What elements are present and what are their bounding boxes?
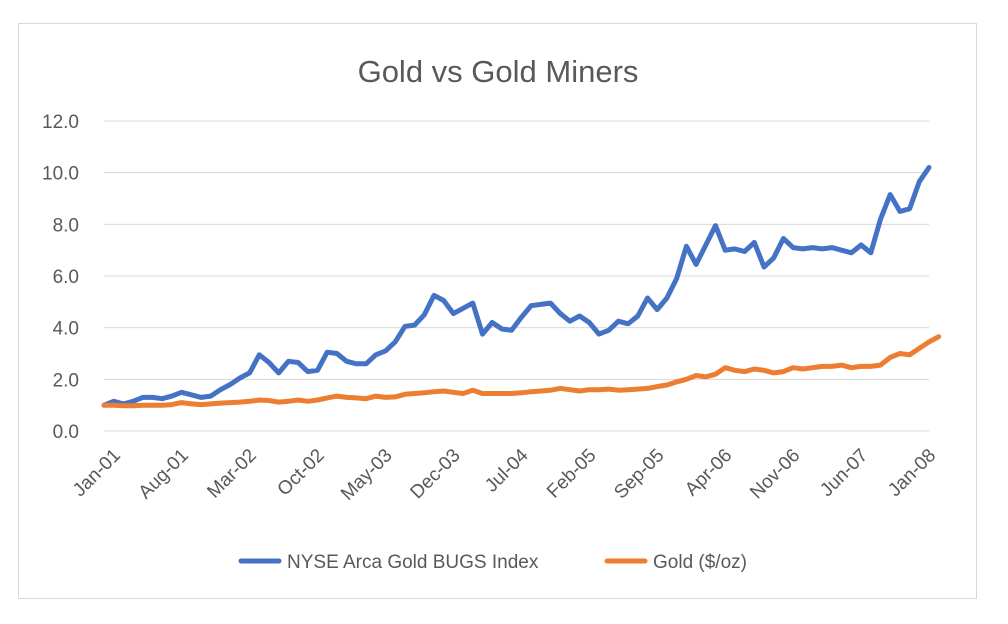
x-axis-ticks: Jan-01 Aug-01 Mar-02 Oct-02 May-03 Dec-03 Jul-… (69, 445, 940, 505)
x-tick-label: Dec-03 (406, 445, 464, 503)
legend-label: NYSE Arca Gold BUGS Index (287, 552, 539, 573)
y-tick-label: 2.0 (53, 370, 79, 391)
legend-item-gold-price: Gold ($/oz) (604, 552, 747, 573)
x-tick-label: Feb-05 (543, 445, 600, 502)
chart-svg: Gold vs Gold Miners 0.0 2.0 4.0 6.0 8.0 10.0 1… (42, 54, 942, 573)
x-tick-label: Aug-01 (135, 445, 193, 503)
y-tick-label: 12.0 (42, 112, 79, 133)
x-tick-label: May-03 (337, 445, 397, 505)
legend-item-gold-bugs-index: NYSE Arca Gold BUGS Index (238, 552, 539, 573)
y-tick-label: 10.0 (42, 164, 79, 185)
chart-title: Gold vs Gold Miners (358, 54, 639, 89)
y-axis-ticks: 0.0 2.0 4.0 6.0 8.0 10.0 12.0 (42, 112, 79, 443)
chart-container: Gold vs Gold Miners 0.0 2.0 4.0 6.0 8.0 10.0 1… (18, 23, 977, 599)
series-lines (101, 165, 942, 409)
x-tick-label: Nov-06 (746, 445, 804, 503)
x-tick-label: Sep-05 (610, 445, 668, 503)
legend: NYSE Arca Gold BUGS Index Gold ($/oz) (238, 552, 747, 573)
x-tick-label: Oct-02 (274, 445, 329, 500)
x-tick-label: Apr-06 (681, 445, 736, 500)
series-line-gold-bugs-index (101, 165, 932, 408)
y-tick-label: 6.0 (53, 267, 79, 288)
x-tick-label: Jan-01 (69, 445, 125, 501)
x-tick-label: Jun-07 (816, 445, 872, 501)
x-tick-label: Jan-08 (884, 445, 940, 501)
y-tick-label: 4.0 (53, 319, 79, 340)
x-tick-label: Mar-02 (203, 445, 260, 502)
y-tick-label: 0.0 (53, 422, 79, 443)
x-tick-label: Jul-04 (481, 445, 533, 497)
y-tick-label: 8.0 (53, 215, 79, 236)
series-line-gold-price (101, 334, 942, 409)
legend-label: Gold ($/oz) (653, 552, 747, 573)
